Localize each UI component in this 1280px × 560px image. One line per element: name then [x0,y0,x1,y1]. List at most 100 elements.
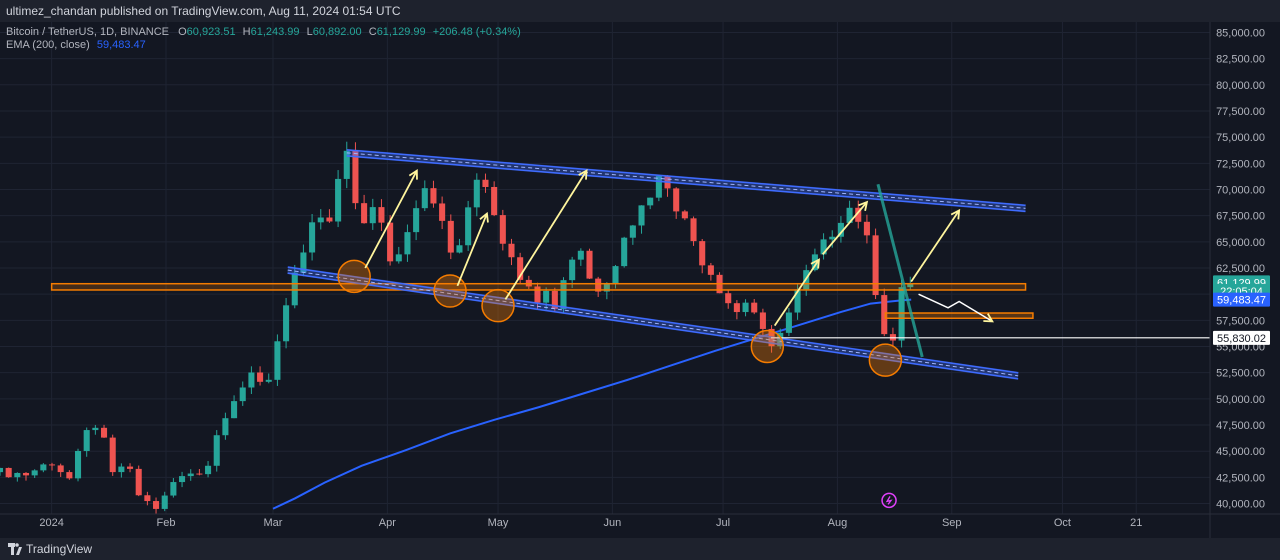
candle-body [31,470,38,476]
y-tick-label: 85,000.00 [1216,27,1265,39]
candle-body [283,305,290,342]
y-tick-label: 40,000.00 [1216,499,1265,511]
candle-body [343,150,350,179]
candle-body [681,211,688,219]
publisher-header: ultimez_chandan published on TradingView… [0,0,1280,22]
y-tick-label: 52,500.00 [1216,368,1265,380]
steep-trendline [876,183,924,358]
candle-body [872,235,879,296]
lower-channel-edge-top [287,266,1019,374]
candle-body [135,468,142,496]
arrow-head [578,169,588,180]
candle-body [421,188,428,209]
candle-body [22,472,30,476]
candle-body [655,176,662,198]
candle-body [205,465,212,475]
projection-arrow [504,170,588,300]
y-tick-label: 42,500.00 [1216,472,1265,484]
candle-body [187,473,194,477]
upper-channel-center [346,152,1026,209]
candle-body [335,178,342,222]
touch-circle [868,343,903,377]
x-tick-label: Sep [942,517,962,529]
high-label: H [242,26,251,38]
ema-200-line [272,298,912,510]
candle-body [144,495,151,502]
y-tick-label: 70,000.00 [1216,184,1265,196]
lower-channel-edge-bottom [287,272,1019,380]
ema-layer [272,298,912,510]
candle-body [222,418,229,436]
candle-body [57,465,64,473]
candle-body [508,243,515,258]
candle-body [300,252,307,273]
candle-body [647,197,654,206]
candle-body [92,427,99,431]
lightning-bolt [885,496,893,505]
candle-body [5,467,12,478]
low-value: 60,892.00 [312,26,362,38]
ema-row: EMA (200, close) 59,483.47 [6,39,521,52]
candle-body [621,237,628,267]
zigzag-arrow [918,293,993,323]
arrow-head [810,258,821,269]
candle-body [326,217,333,222]
candle-body [231,401,238,419]
candle-body [785,312,792,333]
candle-body [153,501,160,509]
zigzag-arrow-head [983,313,994,323]
candle-body [907,284,914,288]
candle-body [733,303,740,313]
y-tick-label: 75,000.00 [1216,132,1265,144]
candle-body [14,472,21,478]
support-zone [50,282,1027,291]
candle-body [100,427,108,438]
candle-body [447,220,454,253]
close-value: 61,129.99 [376,26,426,38]
projection-arrow [456,213,488,287]
symbol-row: Bitcoin / TetherUS, 1D, BINANCE O60,923.… [6,26,521,39]
candle-body [577,250,584,260]
candle-body [309,222,316,253]
candle-body [387,222,394,262]
x-tick-label: Jul [716,517,730,529]
candle-body [482,179,489,187]
open-label: O [178,26,187,38]
candle-body [855,207,862,222]
candle-body [534,286,541,303]
candle-body [794,289,801,313]
candle-body [456,245,463,253]
candle-body [196,473,203,475]
y-tick-label: 67,500.00 [1216,211,1265,223]
candle-body [317,217,324,223]
candle-body [179,476,186,483]
candle-body [40,464,47,471]
candle-body [898,287,905,341]
candle-body [369,207,376,224]
candle-body [170,482,177,496]
tradingview-logo-icon[interactable] [8,543,22,555]
price-chart[interactable]: 85,000.00 82,500.00 80,000.00 77,500.00 75,0… [0,22,1280,538]
candle-body [707,265,714,275]
high-value: 61,243.99 [250,26,300,38]
low-label: L [306,26,313,38]
candle-body [517,257,524,280]
chart-area[interactable]: 85,000.00 82,500.00 80,000.00 77,500.00 75,0… [0,22,1280,538]
candle-body [612,266,619,284]
change-value: +206.48 (+0.34%) [432,26,521,38]
ema-value: 59,483.47 [96,39,146,51]
footer: TradingView [0,538,1280,560]
candle-body [846,207,853,223]
candle-body [378,207,385,223]
candle-body [395,254,402,262]
candle-body [673,188,680,212]
candle-body [48,464,56,466]
y-tick-label: 57,500.00 [1216,315,1265,327]
projection-arrow [773,259,820,327]
candle-body [265,379,272,382]
candle-body [491,186,498,216]
touch-circle [433,274,467,308]
drawings[interactable] [50,148,1210,509]
brand-text[interactable]: TradingView [26,542,93,556]
y-tick-label: 62,500.00 [1216,263,1265,275]
